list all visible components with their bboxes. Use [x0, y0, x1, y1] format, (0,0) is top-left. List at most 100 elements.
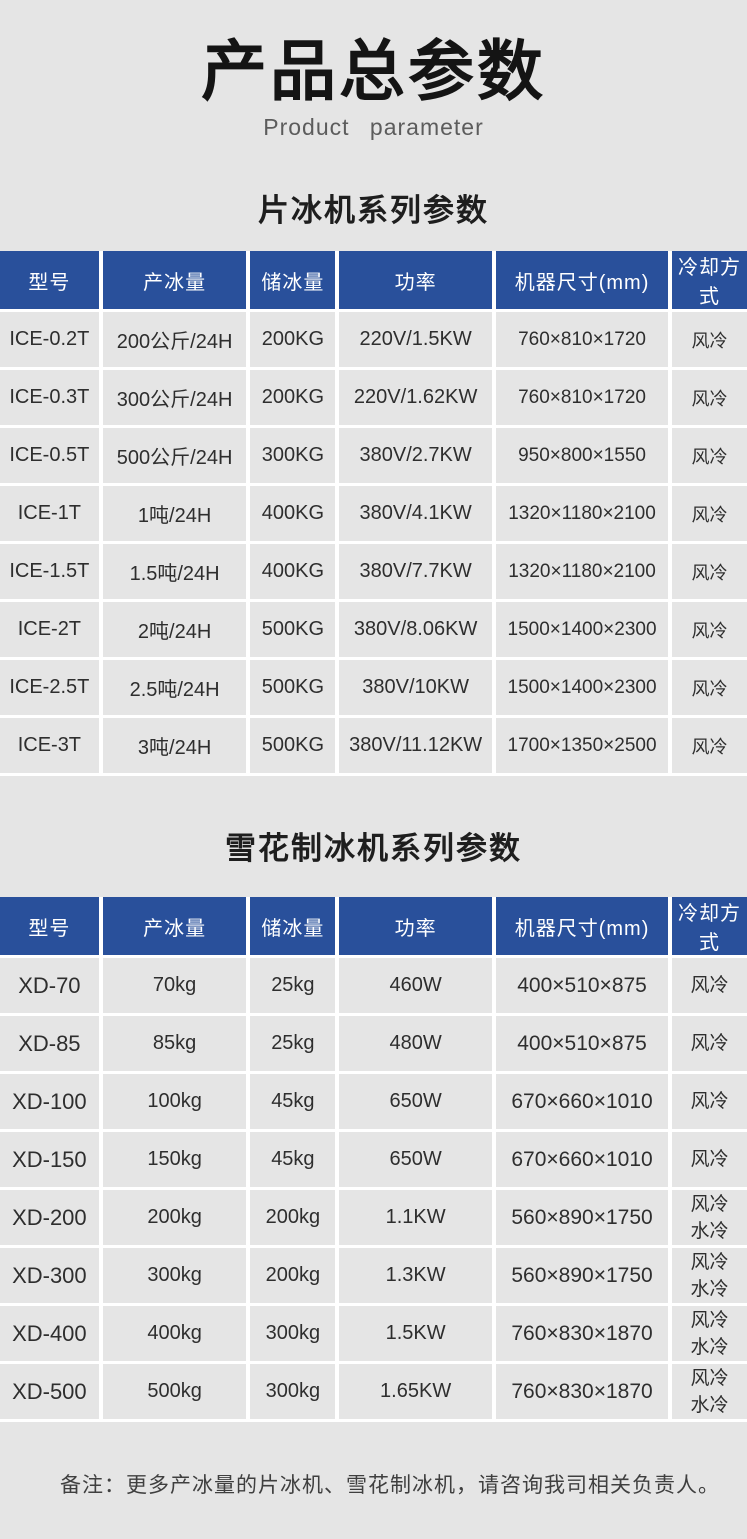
cell-power: 650W [337, 1130, 496, 1191]
cell-ice-storage: 300kg [248, 1304, 340, 1365]
cell-model: ICE-0.5T [0, 426, 103, 487]
cell-cooling-method: 风冷 水冷 [670, 1188, 747, 1249]
cell-model: ICE-1T [0, 484, 103, 545]
page-footer: 备注：更多产冰量的片冰机、雪花制冰机，请咨询我司相关负责人。 [0, 1469, 747, 1499]
page-subtitle: Product parameter [263, 114, 484, 141]
cell-cooling-method: 风冷 [670, 658, 747, 719]
cell-cooling-method: 风冷 [670, 1130, 747, 1191]
cell-ice-production: 2吨/24H [100, 600, 251, 661]
table-row: XD-400 400kg 300kg 1.5KW 760×830×1870 风冷 水冷 [0, 1304, 747, 1365]
cell-ice-storage: 200kg [248, 1188, 340, 1249]
cell-power: 380V/10KW [337, 658, 496, 719]
cell-power: 1.1KW [337, 1188, 496, 1249]
cell-power: 650W [337, 1072, 496, 1133]
cell-dimensions: 560×890×1750 [493, 1246, 673, 1307]
cell-dimensions: 670×660×1010 [493, 1072, 673, 1133]
section-title-flake-ice: 片冰机系列参数 [258, 193, 489, 229]
table-row: XD-150 150kg 45kg 650W 670×660×1010 风冷 [0, 1130, 747, 1191]
cell-power: 220V/1.5KW [337, 310, 496, 371]
cell-ice-storage: 25kg [248, 956, 340, 1017]
table-row: XD-300 300kg 200kg 1.3KW 560×890×1750 风冷 水冷 [0, 1246, 747, 1307]
table-row: ICE-2.5T 2.5吨/24H 500KG 380V/10KW 1500×1400×… [0, 658, 747, 719]
cell-dimensions: 560×890×1750 [493, 1188, 673, 1249]
cell-cooling-method: 风冷 [670, 542, 747, 603]
section-title-snowflake-ice: 雪花制冰机系列参数 [225, 831, 522, 867]
cell-ice-storage: 25kg [248, 1014, 340, 1075]
cell-ice-production: 1.5吨/24H [100, 542, 251, 603]
cell-model: XD-300 [0, 1246, 103, 1307]
cell-power: 480W [337, 1014, 496, 1075]
table-row: ICE-0.5T 500公斤/24H 300KG 380V/2.7KW 950×800×… [0, 426, 747, 487]
section-flake-ice-machines: 片冰机系列参数 型号 产冰量 储冰量 功率 机器尺寸(mm) 冷却方式 ICE-0.2T 20… [0, 185, 747, 777]
column-header-ice-storage: 储冰量 [248, 897, 340, 959]
cell-dimensions: 760×830×1870 [493, 1362, 673, 1423]
cell-ice-production: 200公斤/24H [100, 310, 251, 371]
cell-model: ICE-1.5T [0, 542, 103, 603]
cell-ice-production: 500kg [100, 1362, 251, 1423]
cell-power: 1.5KW [337, 1304, 496, 1365]
cell-model: XD-85 [0, 1014, 103, 1075]
column-header-ice-production: 产冰量 [100, 251, 251, 313]
cell-model: ICE-2T [0, 600, 103, 661]
cell-model: ICE-0.3T [0, 368, 103, 429]
column-header-model: 型号 [0, 251, 103, 313]
cell-model: XD-100 [0, 1072, 103, 1133]
page-title: 产品总参数 [201, 34, 546, 108]
cell-dimensions: 400×510×875 [493, 1014, 673, 1075]
cell-ice-storage: 45kg [248, 1072, 340, 1133]
cell-power: 380V/4.1KW [337, 484, 496, 545]
cell-ice-storage: 200KG [248, 368, 340, 429]
cell-cooling-method: 风冷 [670, 310, 747, 371]
cell-power: 1.3KW [337, 1246, 496, 1307]
column-header-dimensions: 机器尺寸(mm) [493, 251, 673, 313]
cell-cooling-method: 风冷 [670, 484, 747, 545]
cell-ice-production: 300kg [100, 1246, 251, 1307]
cell-ice-production: 70kg [100, 956, 251, 1017]
table-row: XD-85 85kg 25kg 480W 400×510×875 风冷 [0, 1014, 747, 1075]
header-row: 型号 产冰量 储冰量 功率 机器尺寸(mm) 冷却方式 [0, 251, 747, 313]
cell-power: 1.65KW [337, 1362, 496, 1423]
cell-cooling-method: 风冷 [670, 368, 747, 429]
table-row: ICE-0.2T 200公斤/24H 200KG 220V/1.5KW 760×810×… [0, 310, 747, 371]
column-header-ice-storage: 储冰量 [248, 251, 340, 313]
cell-dimensions: 1320×1180×2100 [493, 484, 673, 545]
cell-cooling-method: 风冷 [670, 600, 747, 661]
cell-cooling-method: 风冷 水冷 [670, 1362, 747, 1423]
cell-ice-production: 300公斤/24H [100, 368, 251, 429]
cell-dimensions: 760×810×1720 [493, 368, 673, 429]
cell-ice-storage: 500KG [248, 658, 340, 719]
cell-ice-storage: 500KG [248, 716, 340, 777]
section-snowflake-ice-machines: 雪花制冰机系列参数 型号 产冰量 储冰量 功率 机器尺寸(mm) 冷却方式 XD-70 70k… [0, 823, 747, 1423]
cell-power: 380V/11.12KW [337, 716, 496, 777]
column-header-ice-production: 产冰量 [100, 897, 251, 959]
header-row: 型号 产冰量 储冰量 功率 机器尺寸(mm) 冷却方式 [0, 897, 747, 959]
cell-dimensions: 760×830×1870 [493, 1304, 673, 1365]
column-header-cooling-method: 冷却方式 [670, 897, 747, 959]
cell-cooling-method: 风冷 [670, 716, 747, 777]
cell-model: XD-500 [0, 1362, 103, 1423]
cell-ice-production: 1吨/24H [100, 484, 251, 545]
cell-power: 460W [337, 956, 496, 1017]
product-parameter-sheet: { "page": { "title": "产品总参数", "subtitle"… [0, 34, 747, 1539]
cell-ice-storage: 200KG [248, 310, 340, 371]
cell-model: XD-200 [0, 1188, 103, 1249]
column-header-power: 功率 [337, 897, 496, 959]
table-row: ICE-1.5T 1.5吨/24H 400KG 380V/7.7KW 1320×1180… [0, 542, 747, 603]
cell-dimensions: 1500×1400×2300 [493, 600, 673, 661]
table-row: ICE-3T 3吨/24H 500KG 380V/11.12KW 1700×1350×2… [0, 716, 747, 777]
cell-cooling-method: 风冷 [670, 426, 747, 487]
cell-ice-production: 2.5吨/24H [100, 658, 251, 719]
cell-ice-production: 200kg [100, 1188, 251, 1249]
cell-ice-production: 150kg [100, 1130, 251, 1191]
cell-model: ICE-2.5T [0, 658, 103, 719]
cell-cooling-method: 风冷 [670, 1072, 747, 1133]
table-row: XD-100 100kg 45kg 650W 670×660×1010 风冷 [0, 1072, 747, 1133]
cell-dimensions: 950×800×1550 [493, 426, 673, 487]
cell-ice-storage: 400KG [248, 542, 340, 603]
table-row: ICE-0.3T 300公斤/24H 200KG 220V/1.62KW 760×810… [0, 368, 747, 429]
column-header-model: 型号 [0, 897, 103, 959]
table-row: ICE-1T 1吨/24H 400KG 380V/4.1KW 1320×1180×210… [0, 484, 747, 545]
cell-dimensions: 400×510×875 [493, 956, 673, 1017]
cell-ice-storage: 400KG [248, 484, 340, 545]
table-row: XD-500 500kg 300kg 1.65KW 760×830×1870 风冷 水冷 [0, 1362, 747, 1423]
